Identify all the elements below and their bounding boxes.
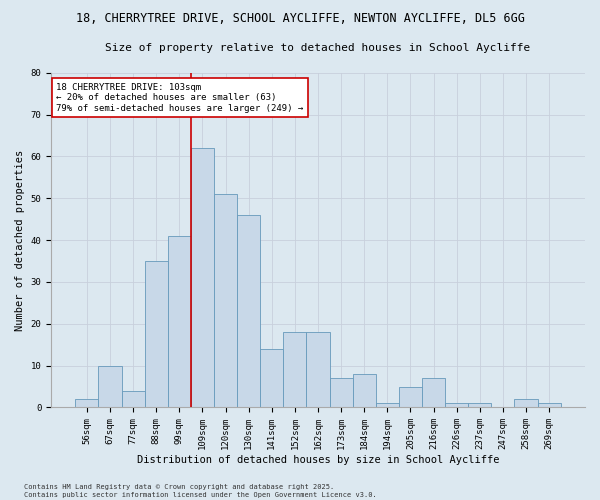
- Bar: [168, 236, 191, 408]
- Bar: [538, 404, 561, 407]
- Bar: [399, 386, 422, 407]
- Bar: [191, 148, 214, 407]
- Text: 18, CHERRYTREE DRIVE, SCHOOL AYCLIFFE, NEWTON AYCLIFFE, DL5 6GG: 18, CHERRYTREE DRIVE, SCHOOL AYCLIFFE, N…: [76, 12, 524, 26]
- Bar: [307, 332, 329, 407]
- Bar: [122, 390, 145, 407]
- Bar: [237, 215, 260, 408]
- Bar: [468, 404, 491, 407]
- Bar: [145, 261, 168, 408]
- Bar: [98, 366, 122, 408]
- X-axis label: Distribution of detached houses by size in School Aycliffe: Distribution of detached houses by size …: [137, 455, 499, 465]
- Text: 18 CHERRYTREE DRIVE: 103sqm
← 20% of detached houses are smaller (63)
79% of sem: 18 CHERRYTREE DRIVE: 103sqm ← 20% of det…: [56, 83, 304, 112]
- Bar: [376, 404, 399, 407]
- Y-axis label: Number of detached properties: Number of detached properties: [15, 150, 25, 330]
- Bar: [214, 194, 237, 408]
- Bar: [353, 374, 376, 408]
- Bar: [329, 378, 353, 408]
- Bar: [514, 399, 538, 407]
- Bar: [422, 378, 445, 408]
- Bar: [260, 349, 283, 408]
- Title: Size of property relative to detached houses in School Aycliffe: Size of property relative to detached ho…: [106, 42, 530, 52]
- Text: Contains HM Land Registry data © Crown copyright and database right 2025.
Contai: Contains HM Land Registry data © Crown c…: [24, 484, 377, 498]
- Bar: [445, 404, 468, 407]
- Bar: [75, 399, 98, 407]
- Bar: [283, 332, 307, 407]
